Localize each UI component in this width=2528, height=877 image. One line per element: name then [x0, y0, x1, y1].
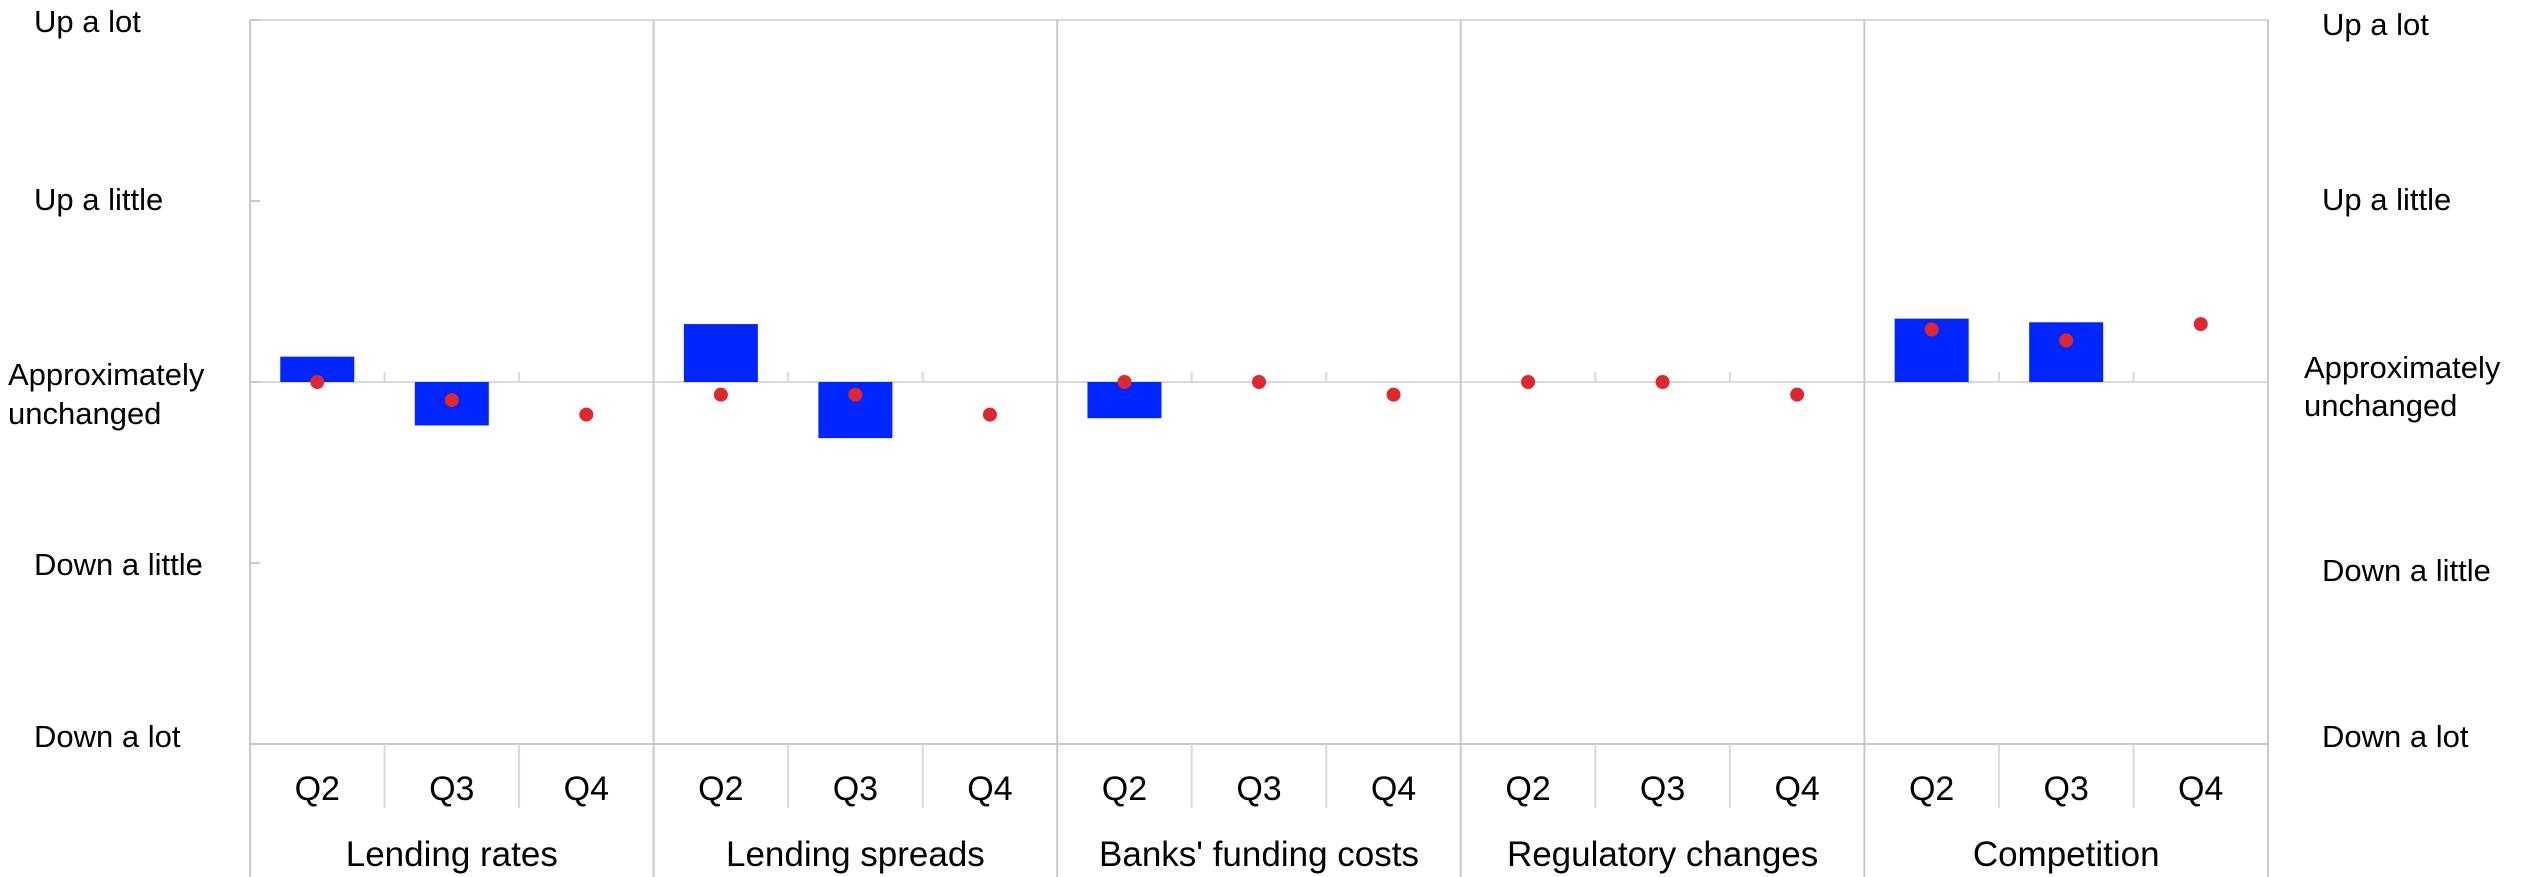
- y-label-right-up-a-lot: Up a lot: [2322, 7, 2429, 42]
- dot-2-0: [1117, 375, 1132, 389]
- y-label-right-up-a-little: Up a little: [2322, 182, 2451, 217]
- group-label: Lending spreads: [726, 835, 985, 874]
- dot-3-0: [1521, 375, 1536, 389]
- y-label-right-down-a-little: Down a little: [2322, 553, 2491, 588]
- x-tick-label: Q4: [1774, 770, 1819, 808]
- x-tick-label: Q4: [967, 770, 1012, 808]
- grid-layer: [249, 19, 2269, 877]
- group-label: Lending rates: [346, 835, 558, 874]
- dot-4-0: [1924, 322, 1939, 337]
- x-tick-label: Q4: [2178, 770, 2223, 808]
- y-label-left-down-a-lot: Down a lot: [34, 719, 181, 754]
- y-label-left-approx-line1: Approximately: [8, 357, 205, 392]
- x-tick-label: Q3: [1640, 770, 1685, 808]
- x-tick-label: Q2: [1909, 770, 1954, 808]
- dot-4-1: [2059, 333, 2074, 348]
- x-tick-label: Q2: [1505, 770, 1550, 808]
- y-label-right-down-a-lot: Down a lot: [2322, 719, 2469, 754]
- bar-1-0: [683, 324, 758, 382]
- y-label-right-approx-line2: unchanged: [2304, 388, 2457, 423]
- dot-4-2: [2193, 317, 2208, 332]
- dot-1-0: [713, 387, 728, 402]
- y-label-right-approx-line1: Approximately: [2304, 350, 2501, 385]
- x-tick-label: Q2: [698, 770, 743, 808]
- dot-2-2: [1386, 387, 1401, 402]
- y-label-left-up-a-lot: Up a lot: [34, 4, 141, 39]
- x-tick-label: Q3: [429, 770, 474, 808]
- x-tick-label: Q4: [1371, 770, 1416, 808]
- x-tick-label: Q3: [833, 770, 878, 808]
- dot-3-1: [1655, 375, 1670, 389]
- x-tick-label: Q2: [295, 770, 340, 808]
- y-label-left-down-a-little: Down a little: [34, 547, 203, 582]
- x-tick-label: Q3: [1236, 770, 1281, 808]
- y-label-left-up-a-little: Up a little: [34, 182, 163, 217]
- dot-layer: [310, 317, 2208, 422]
- group-label: Competition: [1973, 835, 2160, 874]
- dot-0-2: [579, 407, 594, 422]
- bar-layer: [280, 318, 2104, 439]
- dot-0-0: [310, 375, 325, 389]
- y-label-left-approx-line2: unchanged: [8, 396, 161, 431]
- x-tick-label: Q4: [564, 770, 609, 808]
- dot-3-2: [1790, 387, 1805, 402]
- group-label: Banks' funding costs: [1099, 835, 1419, 874]
- x-tick-label: Q3: [2044, 770, 2089, 808]
- dot-0-1: [444, 393, 459, 408]
- x-tick-label: Q2: [1102, 770, 1147, 808]
- dot-1-2: [982, 407, 997, 422]
- dot-1-1: [848, 387, 863, 402]
- group-label: Regulatory changes: [1507, 835, 1818, 874]
- bar-4-1: [2029, 322, 2104, 382]
- dot-2-1: [1252, 375, 1266, 389]
